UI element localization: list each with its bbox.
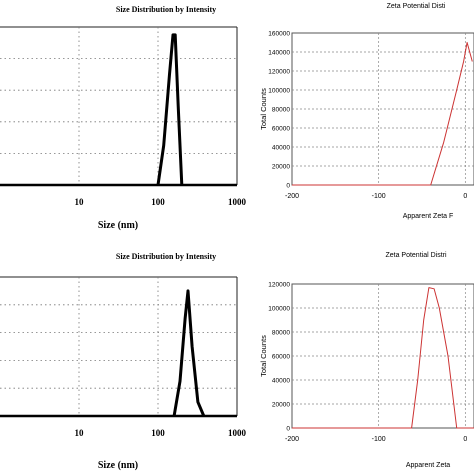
y-tick-label: 120000 xyxy=(268,282,290,289)
y-tick-label: 20000 xyxy=(272,164,290,171)
y-tick-label: 140000 xyxy=(268,50,290,57)
series-line-1 xyxy=(156,33,184,186)
plot-frame xyxy=(291,283,474,429)
y-tick-label: 0 xyxy=(286,183,290,190)
x-axis-label: Apparent Zeta xyxy=(406,462,450,469)
x-tick-label: 0 xyxy=(463,436,467,443)
x-tick-label: 100 xyxy=(151,197,165,207)
chart-panel-3: Size Distribution by Intensity 10 100 1000 S… xyxy=(0,252,247,471)
y-tick-label: 60000 xyxy=(272,354,290,361)
x-tick-label: 0 xyxy=(463,193,467,200)
y-tick-label: 80000 xyxy=(272,330,290,337)
x-tick-label: 10 xyxy=(75,197,85,207)
y-tick-label: 120000 xyxy=(268,69,290,76)
chart-panel-4: Zeta Potential Distri -200 -100 0 0 20000 4000… xyxy=(259,252,474,469)
chart-title: Size Distribution by Intensity xyxy=(116,5,216,14)
x-tick-label: -100 xyxy=(372,193,386,200)
chart-title: Zeta Potential Distri xyxy=(385,252,447,259)
chart-panel-1: Size Distribution by Intensity 10 100 1000 S… xyxy=(0,5,247,231)
y-tick-label: 20000 xyxy=(272,402,290,409)
y-tick-label: 160000 xyxy=(268,31,290,38)
x-axis-label: Size (nm) xyxy=(98,220,138,231)
y-tick-label: 80000 xyxy=(272,107,290,114)
x-tick-label: -200 xyxy=(285,436,299,443)
chart-title: Size Distribution by Intensity xyxy=(116,252,216,261)
y-tick-label: 0 xyxy=(286,426,290,433)
y-tick-label: 100000 xyxy=(268,88,290,95)
x-tick-label: 1000 xyxy=(228,428,247,438)
series-line-1 xyxy=(172,289,206,417)
y-tick-label: 100000 xyxy=(268,306,290,313)
x-tick-label: -200 xyxy=(285,193,299,200)
chart-panel-2: Zeta Potential Disti -200 -100 0 0 20000 40000… xyxy=(259,3,474,220)
x-axis-label: Apparent Zeta F xyxy=(403,213,454,220)
y-axis-label: Total Counts xyxy=(259,335,268,377)
x-tick-label: 1000 xyxy=(228,197,247,207)
series-line-1 xyxy=(292,287,474,429)
x-axis-label: Size (nm) xyxy=(98,460,138,471)
y-tick-label: 60000 xyxy=(272,126,290,133)
x-tick-label: 10 xyxy=(75,428,85,438)
y-tick-label: 40000 xyxy=(272,378,290,385)
y-tick-label: 40000 xyxy=(272,145,290,152)
plot-frame xyxy=(291,32,474,186)
series-line-1 xyxy=(292,42,473,186)
x-tick-label: 100 xyxy=(151,428,165,438)
y-axis-label: Total Counts xyxy=(259,88,268,130)
chart-title: Zeta Potential Disti xyxy=(387,3,446,10)
x-tick-label: -100 xyxy=(372,436,386,443)
